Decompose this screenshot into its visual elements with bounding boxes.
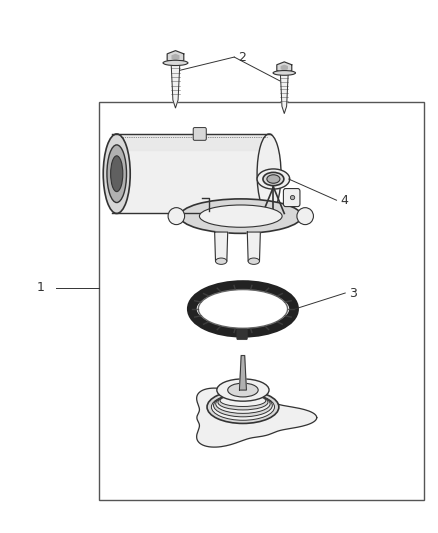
Ellipse shape [218, 394, 268, 410]
Ellipse shape [168, 208, 185, 224]
Ellipse shape [248, 258, 259, 264]
Ellipse shape [207, 391, 279, 423]
Ellipse shape [267, 175, 280, 183]
Ellipse shape [257, 169, 290, 189]
Ellipse shape [217, 379, 269, 401]
Polygon shape [240, 356, 247, 390]
Polygon shape [113, 134, 271, 214]
Polygon shape [171, 64, 180, 108]
Ellipse shape [111, 156, 123, 191]
Ellipse shape [214, 394, 272, 417]
Text: 1: 1 [37, 281, 45, 294]
Text: 4: 4 [341, 193, 349, 207]
Polygon shape [280, 74, 288, 114]
Polygon shape [172, 54, 179, 60]
Ellipse shape [263, 172, 284, 185]
Ellipse shape [180, 199, 302, 233]
Ellipse shape [215, 258, 227, 264]
Ellipse shape [216, 394, 270, 414]
Ellipse shape [103, 134, 130, 214]
Ellipse shape [220, 395, 266, 407]
Polygon shape [113, 134, 271, 150]
FancyBboxPatch shape [237, 329, 247, 340]
Polygon shape [215, 232, 228, 261]
FancyBboxPatch shape [193, 127, 206, 140]
Text: 2: 2 [239, 51, 247, 63]
Polygon shape [247, 232, 260, 261]
Ellipse shape [107, 145, 127, 203]
Ellipse shape [273, 70, 296, 75]
Ellipse shape [199, 205, 282, 227]
Ellipse shape [228, 383, 258, 397]
Bar [99, 102, 424, 500]
Polygon shape [167, 51, 184, 63]
Polygon shape [277, 62, 292, 74]
Polygon shape [281, 66, 287, 70]
Ellipse shape [163, 60, 188, 66]
Ellipse shape [297, 208, 314, 224]
Ellipse shape [257, 134, 281, 214]
Ellipse shape [198, 289, 288, 328]
FancyBboxPatch shape [283, 189, 300, 207]
Text: 3: 3 [350, 287, 357, 300]
Ellipse shape [290, 196, 295, 200]
Ellipse shape [212, 394, 275, 420]
Polygon shape [197, 388, 317, 447]
